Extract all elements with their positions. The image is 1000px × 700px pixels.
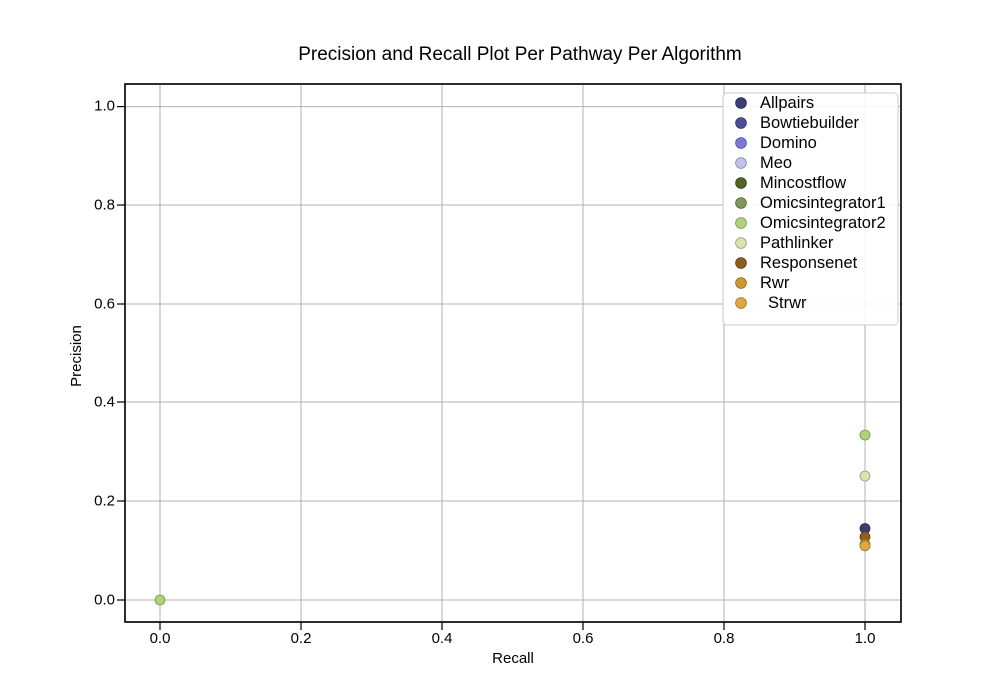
svg-text:Mincostflow: Mincostflow xyxy=(760,174,846,192)
svg-text:Bowtiebuilder: Bowtiebuilder xyxy=(760,114,860,132)
svg-text:Omicsintegrator1: Omicsintegrator1 xyxy=(760,194,886,212)
svg-text:Pathlinker: Pathlinker xyxy=(760,234,834,252)
svg-text:Omicsintegrator2: Omicsintegrator2 xyxy=(760,214,886,232)
svg-text:Rwr: Rwr xyxy=(760,274,790,292)
svg-text:Responsenet: Responsenet xyxy=(760,254,858,272)
svg-text:0.4: 0.4 xyxy=(94,394,115,411)
svg-text:Precision: Precision xyxy=(68,325,85,387)
svg-text:Recall: Recall xyxy=(492,650,534,667)
svg-text:Allpairs: Allpairs xyxy=(760,94,814,112)
svg-text:0.0: 0.0 xyxy=(150,630,171,647)
svg-text:1.0: 1.0 xyxy=(855,630,876,647)
svg-text:Precision and Recall Plot Per: Precision and Recall Plot Per Pathway Pe… xyxy=(298,44,742,65)
svg-text:1.0: 1.0 xyxy=(94,98,115,115)
svg-text:Domino: Domino xyxy=(760,134,817,152)
svg-text:Strwr: Strwr xyxy=(768,294,807,312)
svg-text:0.2: 0.2 xyxy=(94,493,115,510)
svg-text:0.4: 0.4 xyxy=(432,630,453,647)
svg-text:0.6: 0.6 xyxy=(94,296,115,313)
svg-text:0.2: 0.2 xyxy=(291,630,312,647)
svg-text:0.8: 0.8 xyxy=(714,630,735,647)
svg-text:0.6: 0.6 xyxy=(573,630,594,647)
svg-text:0.0: 0.0 xyxy=(94,592,115,609)
svg-text:0.8: 0.8 xyxy=(94,197,115,214)
svg-text:Meo: Meo xyxy=(760,154,792,172)
